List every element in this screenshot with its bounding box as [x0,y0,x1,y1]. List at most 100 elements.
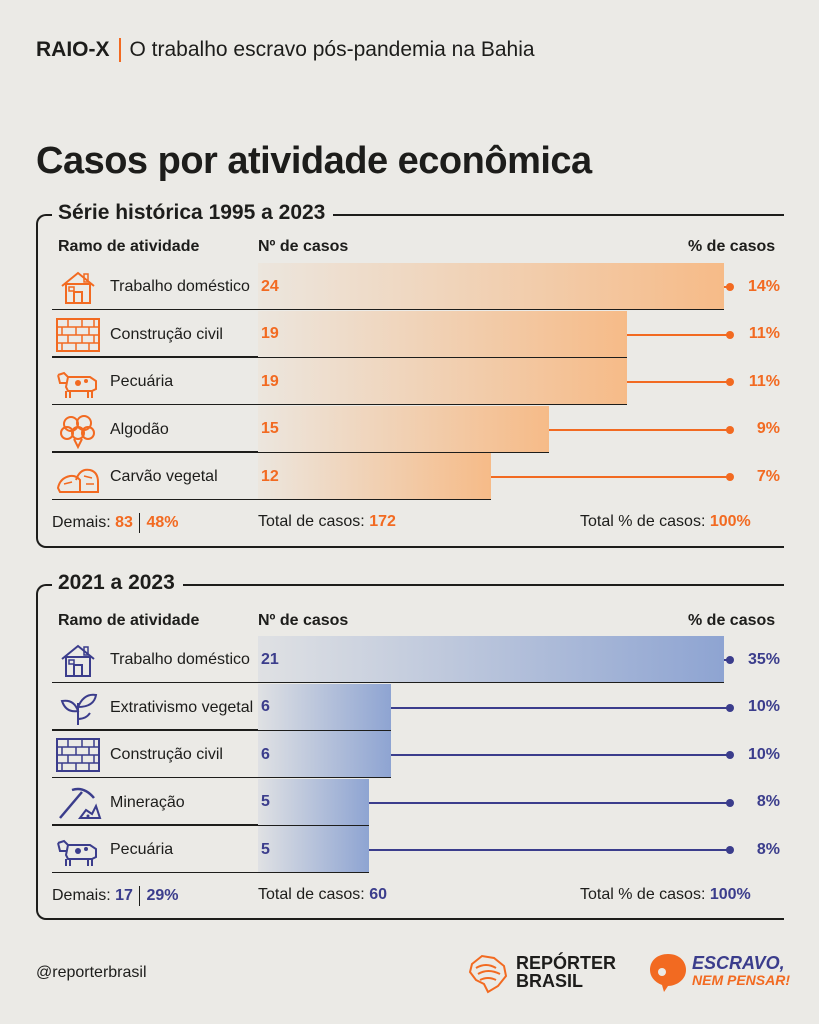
footer-total: Total de casos: 60 [258,886,387,904]
col-header-activity: Ramo de atividade [58,238,200,255]
category-label: Algodão [110,420,169,438]
others-pct: 48% [146,514,179,531]
leader-dot [726,656,734,664]
page-title: Casos por atividade econômica [36,140,592,182]
divider [138,886,141,906]
reporter-brasil-logo: REPÓRTER BRASIL [466,950,616,994]
bar-row: Pecuária 5 8% [52,826,784,873]
kicker-text: O trabalho escravo pós-pandemia na Bahia [129,38,535,61]
charcoal-icon [54,458,102,496]
bar [258,263,724,310]
bar-row: Trabalho doméstico 21 35% [52,636,784,683]
bar-row: Construção civil 19 11% [52,310,784,358]
total-label: Total de casos: [258,513,365,530]
leader-line [626,333,730,336]
total-pct-label: Total % de casos: [580,886,706,903]
value-label: 21 [261,650,279,668]
leader-dot [726,798,734,807]
chart-panel-recent: 2021 a 2023 [36,571,784,920]
social-handle: @reporterbrasil [36,964,147,981]
total-pct-label: Total % de casos: [580,513,706,530]
brazil-map-icon [468,954,508,994]
bar [258,826,369,873]
value-label: 5 [261,840,270,858]
percent-label: 8% [756,840,780,858]
leader-dot [726,473,734,481]
total-pct-value: 100% [709,513,751,530]
bar [258,310,627,358]
footer-total-pct: Total % de casos: 100% [580,886,751,904]
bar-row: Construção civil 6 10% [52,731,784,778]
bar [258,453,491,500]
footer-total-pct: Total % de casos: 100% [580,513,751,531]
others-pct: 29% [146,887,179,904]
leader-line [391,754,730,756]
leader-line [391,706,730,709]
bricks-icon [54,736,102,774]
total-value: 60 [369,886,387,903]
category-label: Mineração [110,793,185,811]
cow-icon [54,831,102,869]
footer-others: Demais: 17 29% [52,886,178,906]
category-label: Trabalho doméstico [110,651,250,668]
plant-icon [54,689,102,727]
divider [138,513,141,533]
row-rule [52,498,258,500]
leader-dot [726,378,734,386]
leader-dot [726,846,734,854]
percent-label: 7% [756,467,780,485]
col-header-activity: Ramo de atividade [58,612,200,629]
percent-label: 11% [748,372,780,390]
leader-line [368,849,730,851]
value-label: 19 [261,325,279,342]
logo-line-1: ESCRAVO, [692,953,785,973]
total-label: Total de casos: [258,886,365,903]
category-label: Pecuária [110,841,174,858]
category-label: Construção civil [110,746,223,763]
bricks-icon [54,316,102,354]
row-rule [52,681,258,683]
category-label: Pecuária [110,373,174,390]
row-rule [52,824,258,826]
category-label: Construção civil [110,325,223,343]
leader-dot [726,751,734,759]
kicker-divider [118,38,121,62]
value-label: 6 [261,745,270,763]
bar-row: Extrativismo vegetal 6 10% [52,683,784,731]
percent-label: 10% [747,745,780,763]
bar [258,731,392,778]
category-label: Trabalho doméstico [110,278,250,295]
value-label: 12 [261,467,279,485]
col-header-percent: % de casos [688,612,776,629]
total-pct-value: 100% [709,886,751,903]
col-header-cases: Nº de casos [258,612,349,629]
others-label: Demais: [52,514,111,531]
value-label: 19 [261,372,279,390]
pickaxe-icon [54,784,102,822]
cotton-icon [54,411,102,449]
cow-icon [54,363,102,401]
logo-line-1: REPÓRTER [516,953,617,973]
value-label: 15 [261,420,279,437]
leader-line [626,381,730,383]
percent-label: 14% [747,277,780,295]
percent-label: 9% [756,420,780,437]
bar [258,405,550,453]
row-rule [52,776,258,778]
chart-title: 2021 a 2023 [52,571,183,595]
logo-line-2: NEM PENSAR! [692,972,791,988]
total-value: 172 [369,513,396,530]
row-rule [52,308,258,310]
bar [258,636,724,683]
leader-dot [726,703,734,712]
kicker-label: RAIO-X [36,38,110,61]
others-label: Demais: [52,887,111,904]
house-icon [54,268,102,306]
percent-label: 10% [747,698,780,715]
value-label: 5 [261,793,270,810]
leader-line [491,476,730,478]
bar-row: Carvão vegetal 12 7% [52,453,784,500]
percent-label: 35% [747,650,780,668]
category-label: Carvão vegetal [110,468,218,485]
bar-row: Algodão 15 9% [52,405,784,453]
